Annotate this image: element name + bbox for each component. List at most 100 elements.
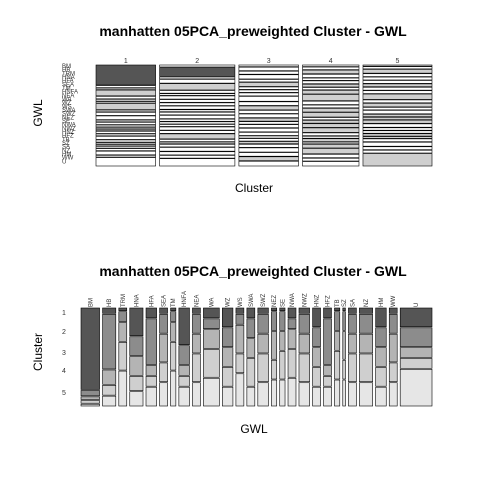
- chart2-tile: [334, 331, 341, 351]
- chart1-tile: [362, 116, 433, 120]
- chart2-tile: [388, 314, 398, 334]
- chart1-tile: [95, 150, 156, 156]
- chart1-gwl-label: TRM: [62, 71, 75, 77]
- chart2-tile: [388, 382, 398, 407]
- chart2-tile: [323, 318, 332, 365]
- chart2-tile: [118, 307, 128, 311]
- chart2-tile: [222, 386, 234, 407]
- chart1-tile: [302, 120, 360, 124]
- chart1-tile: [95, 129, 156, 131]
- chart2-tile: [129, 391, 144, 407]
- chart1-tile: [362, 133, 433, 137]
- chart2-gwl-label: NEZ: [272, 295, 278, 307]
- chart1-tile: [238, 132, 299, 136]
- chart1-gwl-label: SE: [62, 119, 70, 125]
- chart2-gwl-label: HNZ: [315, 294, 321, 307]
- chart1-tile: [238, 144, 299, 148]
- chart2-gwl-label: TB: [335, 299, 341, 307]
- chart2-tile: [102, 385, 117, 396]
- chart2-tile: [80, 390, 100, 397]
- chart2-tile: [348, 382, 357, 407]
- chart2-tile: [203, 377, 220, 407]
- chart1-tile: [95, 85, 156, 88]
- chart2-tile: [342, 307, 346, 311]
- chart1-tile: [95, 155, 156, 158]
- chart2-tile: [287, 349, 297, 378]
- chart1-tile: [362, 123, 433, 128]
- chart1-tile: [159, 111, 236, 116]
- chart2-tile: [359, 314, 373, 334]
- chart2-tile: [257, 314, 269, 334]
- chart1-tile: [302, 117, 360, 121]
- chart1-gwl-label: TB: [62, 137, 70, 143]
- chart2-tile: [348, 314, 357, 334]
- chart1-tile: [95, 122, 156, 125]
- chart2-tile: [203, 307, 220, 319]
- chart1-tile: [95, 144, 156, 147]
- chart2-tile: [80, 307, 100, 390]
- chart2-tile: [342, 379, 346, 407]
- chart1-gwl-label: SEA: [62, 82, 74, 88]
- chart2-tile: [118, 342, 128, 371]
- chart2-tile: [399, 368, 433, 407]
- chart2-tile: [102, 314, 117, 370]
- chart2-gwl-label: NWZ: [302, 293, 308, 307]
- chart1-tile: [302, 94, 360, 101]
- chart1-cluster-label: 5: [396, 58, 400, 65]
- chart2-tile: [399, 327, 433, 347]
- chart1-tile: [238, 110, 299, 114]
- chart2-tile: [298, 333, 310, 354]
- chart2-tile: [178, 345, 190, 365]
- chart1-cluster-label: 2: [195, 58, 199, 65]
- chart2-tile: [203, 349, 220, 378]
- chart2-tile: [348, 333, 357, 354]
- chart2-tile: [287, 307, 297, 319]
- chart2-ylabel: Cluster: [31, 333, 45, 371]
- chart1-tile: [238, 152, 299, 157]
- chart2-tile: [102, 369, 117, 385]
- chart1-tile: [159, 130, 236, 134]
- chart1-tile: [95, 130, 156, 134]
- chart2-tile: [159, 307, 168, 314]
- chart1-gwl-label: NEA: [62, 93, 74, 99]
- chart2-tile: [348, 307, 357, 314]
- chart2-tile: [246, 307, 256, 319]
- chart1-tile: [95, 148, 156, 151]
- chart2-gwl-label: TM: [171, 298, 177, 307]
- chart2-tile: [298, 353, 310, 383]
- chart1-tile: [95, 133, 156, 137]
- chart2-tile: [178, 386, 190, 407]
- chart2-tile: [323, 376, 332, 387]
- chart2-tile: [312, 347, 321, 367]
- chart1-tile: [95, 64, 156, 86]
- chart2-tile: [192, 382, 201, 407]
- chart1-tile: [238, 127, 299, 133]
- chart2-tile: [129, 336, 144, 356]
- chart2-gwl-label: SWZ: [261, 293, 267, 307]
- chart2-tile: [257, 382, 269, 407]
- chart2-gwl-label: HNA: [134, 294, 140, 307]
- chart2-tile: [235, 324, 245, 354]
- chart2-tile: [334, 307, 341, 311]
- chart2-tile: [342, 311, 346, 331]
- chart2-tile: [118, 322, 128, 342]
- chart2-tile: [235, 373, 245, 407]
- chart1-tile: [302, 148, 360, 155]
- chart2-tile: [102, 395, 117, 407]
- chart1-tile: [302, 112, 360, 118]
- chart1-tile: [238, 141, 299, 145]
- chart2-tile: [312, 367, 321, 387]
- chart1-tile: [302, 83, 360, 88]
- chart1-cluster-label: 4: [329, 58, 333, 65]
- chart2-tile: [342, 331, 346, 360]
- chart2-gwl-label: SEA: [162, 295, 168, 307]
- chart2-tile: [178, 365, 190, 376]
- chart2-gwl-label: SZ: [342, 299, 348, 307]
- chart2-tile: [222, 367, 234, 387]
- chart1-gwl-label: WW: [62, 156, 74, 162]
- chart1-gwl-label: NEZ: [62, 115, 74, 121]
- chart2-gwl-label: WS: [238, 297, 244, 307]
- chart1-tile: [362, 149, 433, 154]
- chart1-tile: [159, 155, 236, 159]
- chart1-tile: [95, 87, 156, 90]
